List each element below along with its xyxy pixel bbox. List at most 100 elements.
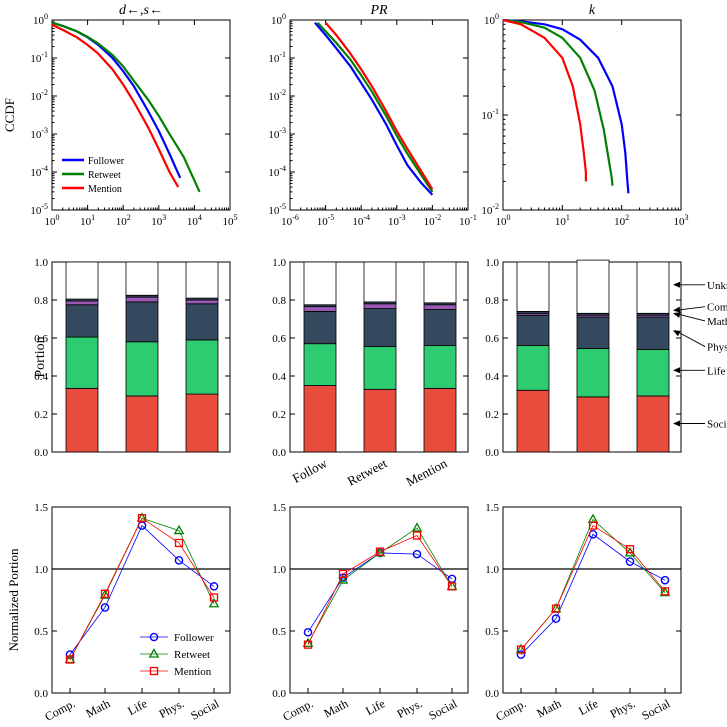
x-tick-label: 102 bbox=[116, 213, 131, 228]
tick-exponent: 2 bbox=[127, 213, 131, 222]
tick-exponent: 3 bbox=[162, 213, 166, 222]
portion-panel-1: 0.0 0.2 0.4 0.6 0.8 1.0 Portion bbox=[33, 257, 231, 459]
tick-base: 10 bbox=[30, 53, 42, 65]
marker-follower bbox=[412, 549, 422, 559]
marker-mention bbox=[303, 640, 313, 649]
y-tick-label: 10-2 bbox=[30, 88, 48, 103]
y-tick-label: 0.5 bbox=[485, 626, 499, 638]
tick-exponent: -4 bbox=[41, 164, 48, 173]
marker-mention bbox=[447, 582, 457, 591]
normalized-panel-1: 0.0 0.5 1.0 1.5 Comp. Math Life Phys. Social Norm… bbox=[6, 502, 231, 724]
marker-follower bbox=[209, 582, 219, 591]
bar-mention-unknown bbox=[636, 261, 670, 314]
marker-follower bbox=[625, 557, 635, 566]
tick-base: 10 bbox=[388, 216, 400, 228]
x-tick-label-social: Social bbox=[188, 696, 222, 723]
tick-exponent: -3 bbox=[41, 126, 48, 135]
series-follower-line bbox=[502, 18, 630, 194]
y-tick-label: 10-4 bbox=[30, 164, 48, 179]
series-mention-line bbox=[520, 525, 666, 650]
portion-panel-2: 0.0 0.2 0.4 0.6 0.8 1.0 Follow Retweet Mention bbox=[272, 257, 469, 489]
legend-label-follower: Follower bbox=[174, 632, 214, 644]
marker-retweet bbox=[208, 597, 220, 608]
y-tick-label: 0.0 bbox=[34, 447, 48, 459]
legend-label-follower: Follower bbox=[88, 156, 125, 167]
x-tick-label-phys: Phys. bbox=[157, 696, 187, 721]
x-tick-label: 103 bbox=[674, 213, 689, 228]
bar-retweet-unknown bbox=[363, 261, 397, 303]
y-axis-label: CCDF bbox=[2, 98, 17, 132]
bar-mention-math bbox=[423, 304, 457, 310]
marker-mention bbox=[660, 587, 670, 596]
x-tick-label-follow: Follow bbox=[290, 455, 330, 486]
tick-exponent: 3 bbox=[685, 213, 689, 222]
y-tick-label: 0.2 bbox=[485, 409, 499, 421]
tick-base: 10 bbox=[484, 15, 496, 27]
x-tick-label-math: Math bbox=[83, 696, 112, 720]
y-tick-label: 100 bbox=[33, 12, 48, 27]
tick-exponent: -2 bbox=[41, 88, 48, 97]
tick-base: 10 bbox=[496, 216, 508, 228]
series-follower-line bbox=[69, 524, 215, 655]
y-tick-label: 10-1 bbox=[481, 107, 499, 122]
bar-mention-physical bbox=[636, 316, 670, 350]
marker-follower bbox=[660, 575, 670, 585]
x-tick-label-math: Math bbox=[534, 696, 563, 720]
bar-follow-social bbox=[65, 387, 99, 453]
y-tick-label: 10-5 bbox=[268, 202, 286, 217]
x-tick-label: 101 bbox=[555, 213, 570, 228]
panel-title: d←,s← bbox=[119, 3, 163, 18]
bar-retweet-unknown bbox=[576, 259, 610, 314]
y-tick-label: 1.0 bbox=[485, 257, 499, 269]
marker-retweet bbox=[99, 589, 111, 599]
tick-exponent: 2 bbox=[625, 213, 629, 222]
marker-mention bbox=[516, 645, 526, 654]
x-tick-label: 100 bbox=[45, 213, 60, 228]
tick-exponent: -2 bbox=[435, 213, 442, 222]
marker-retweet bbox=[173, 524, 185, 535]
portion-panel-3: 0.0 0.2 0.4 0.6 0.8 1.0 Unknown Computer Math Phy… bbox=[485, 257, 727, 459]
y-tick-label: 10-2 bbox=[481, 202, 499, 217]
tick-exponent: 1 bbox=[91, 213, 95, 222]
y-tick-label: 0.5 bbox=[272, 626, 286, 638]
annotation-label-social: Social bbox=[707, 419, 727, 431]
tick-base: 10 bbox=[30, 167, 42, 179]
annotation-arrow-physical bbox=[674, 330, 706, 347]
normalized-panel-2: 0.0 0.5 1.0 1.5 Comp. Math Life Phys. Social bbox=[272, 502, 469, 724]
marker-retweet bbox=[374, 547, 386, 557]
tick-exponent: 0 bbox=[44, 12, 48, 21]
bar-retweet-life bbox=[576, 348, 610, 398]
y-tick-label: 0.5 bbox=[34, 626, 48, 638]
tick-exponent: 0 bbox=[507, 213, 511, 222]
marker-follower bbox=[100, 603, 110, 612]
annotation-arrow-computer bbox=[674, 306, 706, 311]
legend-label-mention: Mention bbox=[174, 666, 212, 678]
marker-retweet bbox=[411, 522, 423, 532]
bar-mention-unknown bbox=[185, 261, 219, 299]
bar-follow-life bbox=[65, 336, 99, 389]
y-tick-label: 1.5 bbox=[272, 502, 286, 514]
bar-mention-social bbox=[185, 393, 219, 453]
y-tick-label: 0.2 bbox=[272, 409, 286, 421]
bar-follow-social bbox=[303, 385, 337, 453]
tick-base: 10 bbox=[481, 205, 493, 217]
y-tick-label: 0.6 bbox=[34, 333, 48, 345]
bar-retweet-physical bbox=[125, 301, 159, 343]
bar-mention-math bbox=[185, 299, 219, 305]
tick-base: 10 bbox=[33, 15, 45, 27]
y-tick-label: 0.6 bbox=[272, 333, 286, 345]
x-tick-label: 10-5 bbox=[317, 213, 335, 228]
annotation-label-life: Life bbox=[707, 365, 725, 377]
marker-follower bbox=[174, 556, 184, 565]
axes-frame bbox=[502, 19, 682, 211]
y-tick-label: 0.2 bbox=[34, 409, 48, 421]
tick-base: 10 bbox=[268, 53, 280, 65]
bar-follow-math bbox=[303, 306, 337, 312]
y-tick-label: 1.0 bbox=[34, 564, 48, 576]
x-tick-label-social: Social bbox=[639, 696, 673, 723]
series-follower-line bbox=[314, 21, 434, 196]
y-tick-label: 0.0 bbox=[34, 688, 48, 700]
tick-base: 10 bbox=[187, 216, 199, 228]
annotation-arrowhead bbox=[673, 420, 680, 427]
ccdf-panel-2: 10-6 10-5 10-4 10-3 10-2 10-110010-110-210-31… bbox=[268, 3, 477, 228]
